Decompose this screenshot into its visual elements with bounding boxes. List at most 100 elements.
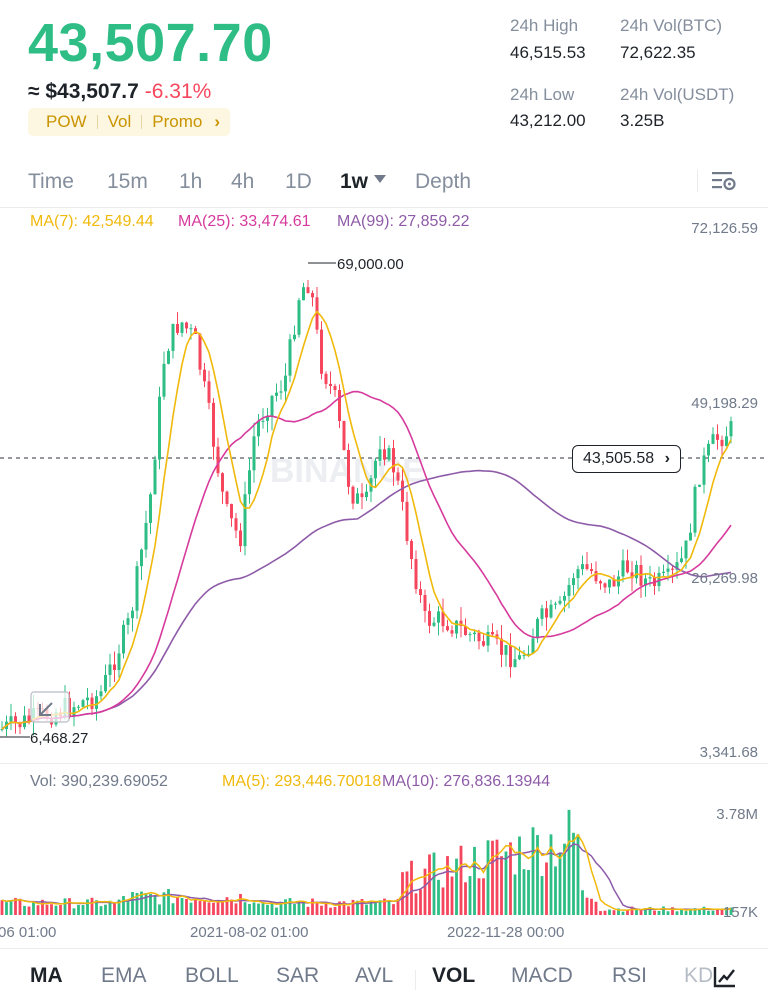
candle-body bbox=[171, 323, 175, 351]
tab-ema[interactable]: EMA bbox=[101, 964, 147, 987]
candle-body bbox=[477, 632, 481, 642]
candle-body bbox=[450, 630, 454, 634]
volume-bar bbox=[392, 904, 395, 915]
tag-bar[interactable]: POW Vol Promo › bbox=[28, 108, 230, 136]
tab-1h[interactable]: 1h bbox=[179, 170, 203, 193]
candle-body bbox=[167, 350, 170, 364]
candle-body bbox=[27, 715, 31, 722]
volume-bar bbox=[257, 903, 260, 915]
tab-ma[interactable]: MA bbox=[30, 964, 63, 987]
volume-bar bbox=[356, 900, 359, 915]
volume-bar bbox=[36, 905, 40, 915]
volume-bar bbox=[279, 901, 283, 915]
tab-1d[interactable]: 1D bbox=[285, 170, 312, 193]
current-price-value: 43,505.58 bbox=[583, 450, 655, 467]
tag-vol[interactable]: Vol bbox=[107, 112, 132, 131]
volume-bar bbox=[207, 902, 211, 915]
volume-bar bbox=[0, 900, 4, 915]
time-label-3: 2022-11-28 00:00 bbox=[447, 924, 565, 941]
volume-bar bbox=[149, 893, 152, 915]
tab-macd[interactable]: MACD bbox=[511, 964, 573, 987]
tab-time[interactable]: Time bbox=[28, 170, 74, 193]
candle-body bbox=[144, 522, 148, 550]
tab-1w[interactable]: 1w bbox=[340, 170, 387, 194]
candle-body bbox=[455, 620, 458, 634]
volume-bar bbox=[527, 870, 530, 915]
candle-body bbox=[459, 620, 463, 626]
tab-depth[interactable]: Depth bbox=[415, 170, 472, 193]
tab-vol[interactable]: VOL bbox=[432, 964, 476, 987]
tag-pow[interactable]: POW bbox=[46, 112, 87, 131]
candle-body bbox=[252, 436, 256, 471]
volume-bar bbox=[653, 910, 656, 915]
low-value: 43,212.00 bbox=[510, 111, 586, 130]
ma99-value: MA(99): 27,859.22 bbox=[337, 213, 470, 230]
candle-body bbox=[441, 611, 445, 627]
low-label: 24h Low bbox=[510, 85, 575, 104]
volume-bar bbox=[482, 878, 485, 915]
volume-bar bbox=[540, 876, 544, 915]
candlestick-chart[interactable]: BINANCE 69,000.00 6,468.27 bbox=[0, 240, 768, 760]
volume-bar bbox=[77, 904, 80, 915]
candle-body bbox=[374, 460, 377, 479]
tag-promo[interactable]: Promo bbox=[152, 112, 203, 131]
volume-bar bbox=[518, 836, 521, 915]
candle-body bbox=[657, 572, 661, 587]
high-label: 24h High bbox=[510, 16, 579, 35]
candle-body bbox=[81, 700, 85, 707]
volume-bar bbox=[675, 911, 679, 915]
candle-body bbox=[90, 697, 94, 709]
volume-bar bbox=[234, 903, 238, 915]
volume-bar bbox=[117, 899, 121, 915]
tab-sar[interactable]: SAR bbox=[276, 964, 320, 987]
volume-bar bbox=[81, 905, 85, 915]
candle-body bbox=[725, 436, 728, 447]
candle-body bbox=[716, 434, 719, 440]
tag-divider bbox=[96, 115, 98, 129]
current-price-tag[interactable]: 43,505.58 › bbox=[572, 445, 681, 473]
indicator-settings-icon[interactable] bbox=[712, 964, 740, 990]
tab-boll[interactable]: BOLL bbox=[185, 964, 239, 987]
vol-value: Vol: 390,239.69052 bbox=[30, 773, 168, 790]
candle-body bbox=[351, 486, 355, 504]
tab-avl[interactable]: AVL bbox=[355, 964, 394, 987]
expand-icon[interactable] bbox=[30, 691, 70, 723]
volume-bar bbox=[23, 905, 26, 915]
volume-bar bbox=[333, 907, 337, 915]
candle-body bbox=[243, 494, 247, 547]
candle-body bbox=[360, 493, 364, 498]
volume-bar bbox=[32, 901, 35, 915]
volume-bar bbox=[603, 910, 607, 915]
volume-bar bbox=[626, 910, 629, 915]
candle-body bbox=[576, 569, 580, 579]
volume-bar bbox=[594, 901, 598, 915]
volume-bar bbox=[387, 900, 391, 915]
tab-4h[interactable]: 4h bbox=[231, 170, 255, 193]
candle-body bbox=[293, 334, 296, 340]
candle-body bbox=[230, 503, 233, 519]
tab-kd[interactable]: KD bbox=[684, 964, 714, 987]
volume-bar bbox=[360, 898, 364, 915]
volume-bar bbox=[158, 904, 161, 915]
vol-axis-bottom: 157K bbox=[722, 904, 758, 921]
volume-bar bbox=[590, 898, 593, 915]
tab-rsi[interactable]: RSI bbox=[612, 964, 648, 987]
tab-1w-label: 1w bbox=[340, 170, 369, 193]
candle-body bbox=[671, 568, 674, 570]
tab-15m[interactable]: 15m bbox=[107, 170, 148, 193]
volume-bar bbox=[95, 900, 98, 915]
candle-body bbox=[221, 473, 224, 492]
volume-bar bbox=[495, 839, 499, 915]
candle-body bbox=[99, 691, 103, 697]
volume-bar bbox=[657, 910, 661, 915]
volume-bar bbox=[455, 858, 458, 915]
volume-bar bbox=[644, 908, 647, 915]
volume-bar bbox=[311, 898, 314, 915]
chart-settings-icon[interactable] bbox=[710, 168, 738, 194]
candle-body bbox=[356, 493, 359, 504]
candle-body bbox=[158, 396, 161, 460]
volume-bar bbox=[329, 907, 332, 915]
volume-chart[interactable] bbox=[0, 795, 768, 920]
volume-bar bbox=[446, 856, 449, 915]
volume-bar bbox=[549, 834, 553, 915]
